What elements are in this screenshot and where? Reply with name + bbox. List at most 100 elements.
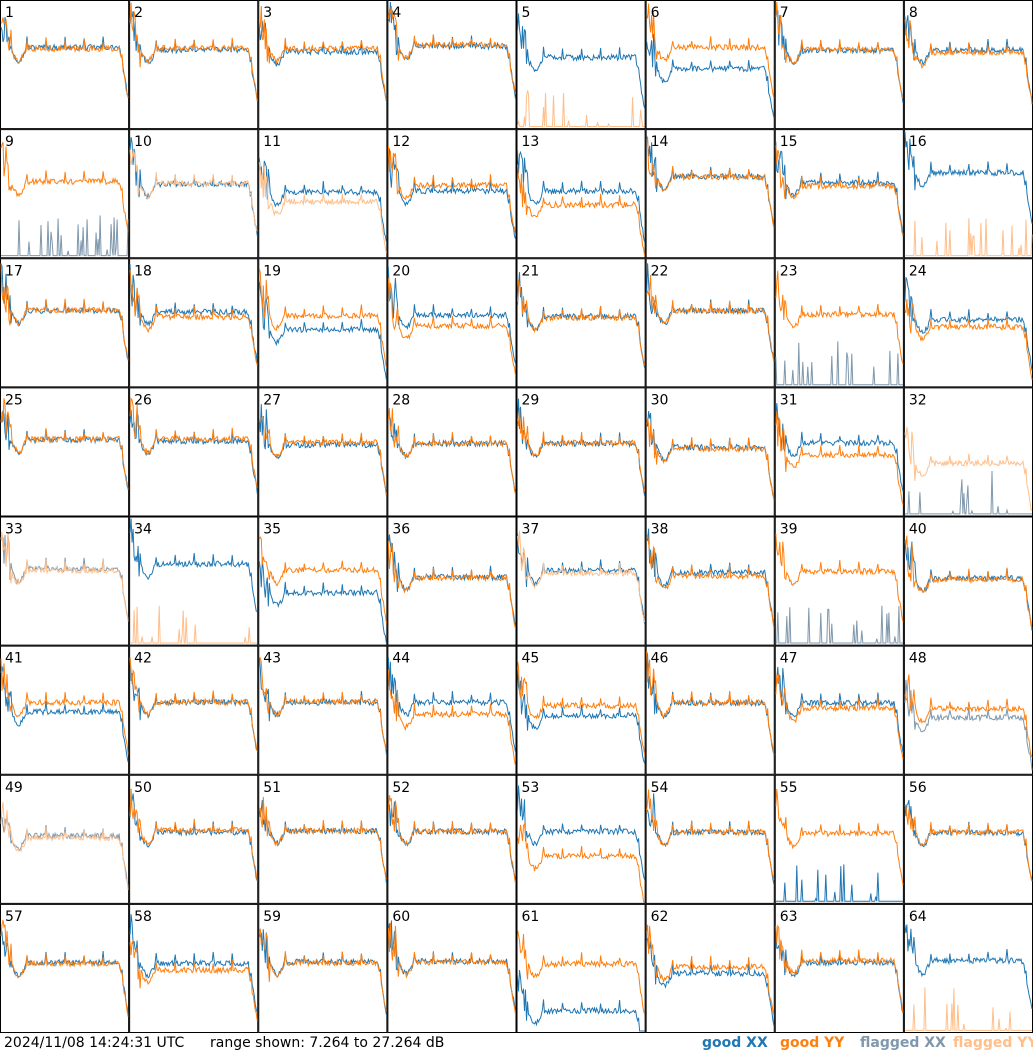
series-yy-good — [0, 17, 129, 99]
series-xx-flagged — [904, 679, 1033, 771]
series-yy-good — [517, 279, 646, 366]
panel-frame — [258, 645, 388, 775]
panel-5: 5 — [516, 0, 646, 130]
panel-label: 37 — [522, 522, 540, 538]
series-yy-good — [646, 3, 775, 98]
series-yy-flagged — [0, 801, 129, 891]
panel-frame — [258, 774, 388, 904]
series-xx-good — [904, 277, 1033, 371]
series-yy-good — [904, 535, 1033, 629]
panel-label: 27 — [263, 392, 281, 408]
panel-frame — [387, 0, 517, 130]
panel-frame — [774, 774, 904, 904]
panel-frame — [645, 129, 775, 259]
panel-frame — [0, 0, 130, 130]
panel-24: 24 — [903, 258, 1033, 388]
series-xx-good — [904, 539, 1033, 631]
series-xx-good — [775, 864, 903, 902]
panel-64: 64 — [903, 903, 1033, 1033]
series-yy-good — [387, 408, 516, 495]
panel-label: 60 — [392, 909, 410, 925]
panel-23: 23 — [774, 258, 904, 388]
panel-label: 11 — [263, 134, 281, 150]
series-xx-flagged — [0, 534, 129, 619]
panel-48: 48 — [903, 645, 1033, 775]
series-yy-good — [775, 533, 904, 622]
series-yy-good — [258, 268, 387, 368]
series-yy-good — [129, 657, 258, 752]
panel-label: 45 — [522, 651, 540, 667]
series-xx-good — [258, 929, 387, 1015]
panel-31: 31 — [774, 387, 904, 517]
panel-11: 11 — [258, 129, 388, 259]
panel-46: 46 — [645, 645, 775, 775]
panel-58: 58 — [129, 903, 259, 1033]
panel-6: 6 — [645, 0, 775, 130]
panel-label: 44 — [392, 651, 410, 667]
series-xx-good — [387, 920, 516, 1013]
series-xx-good — [129, 793, 258, 882]
series-xx-good — [258, 281, 387, 380]
series-yy-good — [904, 804, 1033, 882]
series-xx-good — [258, 404, 387, 496]
panel-49: 49 — [0, 774, 130, 904]
panel-26: 26 — [129, 387, 259, 517]
series-yy-good — [258, 928, 387, 1012]
panel-frame — [645, 258, 775, 388]
series-xx-good — [258, 157, 387, 243]
panel-label: 53 — [522, 780, 540, 796]
panel-frame — [516, 516, 646, 646]
panel-frame — [129, 903, 259, 1033]
panel-label: 15 — [780, 134, 798, 150]
series-yy-good — [775, 924, 904, 1013]
series-xx-good — [129, 657, 258, 751]
panel-label: 1 — [5, 5, 14, 21]
panel-29: 29 — [516, 387, 646, 517]
panel-label: 47 — [780, 651, 798, 667]
panel-55: 55 — [774, 774, 904, 904]
panel-frame — [645, 0, 775, 130]
panel-label: 48 — [909, 651, 927, 667]
series-yy-good — [646, 136, 775, 229]
series-xx-good — [258, 559, 387, 644]
panel-frame — [774, 258, 904, 388]
panel-label: 17 — [5, 263, 23, 279]
series-yy-flagged — [904, 987, 1032, 1031]
series-xx-flagged — [904, 470, 1032, 515]
panel-frame — [0, 645, 130, 775]
panel-frame — [774, 129, 904, 259]
series-xx-good — [258, 799, 387, 884]
series-yy-good — [517, 929, 646, 1015]
panel-35: 35 — [258, 516, 388, 646]
panel-8: 8 — [903, 0, 1033, 130]
series-xx-good — [646, 33, 775, 118]
series-yy-flagged — [904, 427, 1033, 512]
panel-frame — [774, 387, 904, 517]
panel-label: 32 — [909, 392, 927, 408]
series-xx-good — [646, 528, 775, 624]
panel-62: 62 — [645, 903, 775, 1033]
series-xx-good — [775, 9, 904, 103]
series-yy-flagged — [517, 90, 645, 127]
panel-frame — [258, 516, 388, 646]
series-yy-good — [258, 5, 387, 100]
series-yy-good — [775, 411, 904, 505]
series-xx-good — [129, 11, 258, 102]
series-xx-good — [646, 793, 775, 885]
panel-label: 16 — [909, 134, 927, 150]
panel-25: 25 — [0, 387, 130, 517]
panel-label: 2 — [134, 5, 143, 21]
series-yy-good — [0, 658, 129, 755]
series-yy-good — [646, 651, 775, 756]
panel-16: 16 — [903, 129, 1033, 259]
panel-frame — [516, 645, 646, 775]
series-xx-good — [388, 147, 516, 239]
panel-38: 38 — [645, 516, 775, 646]
panel-frame — [258, 387, 388, 517]
panel-frame — [258, 129, 388, 259]
panel-label: 30 — [651, 392, 669, 408]
panel-label: 28 — [392, 392, 410, 408]
panel-label: 63 — [780, 909, 798, 925]
panel-label: 59 — [263, 909, 281, 925]
series-xx-good — [517, 150, 646, 243]
